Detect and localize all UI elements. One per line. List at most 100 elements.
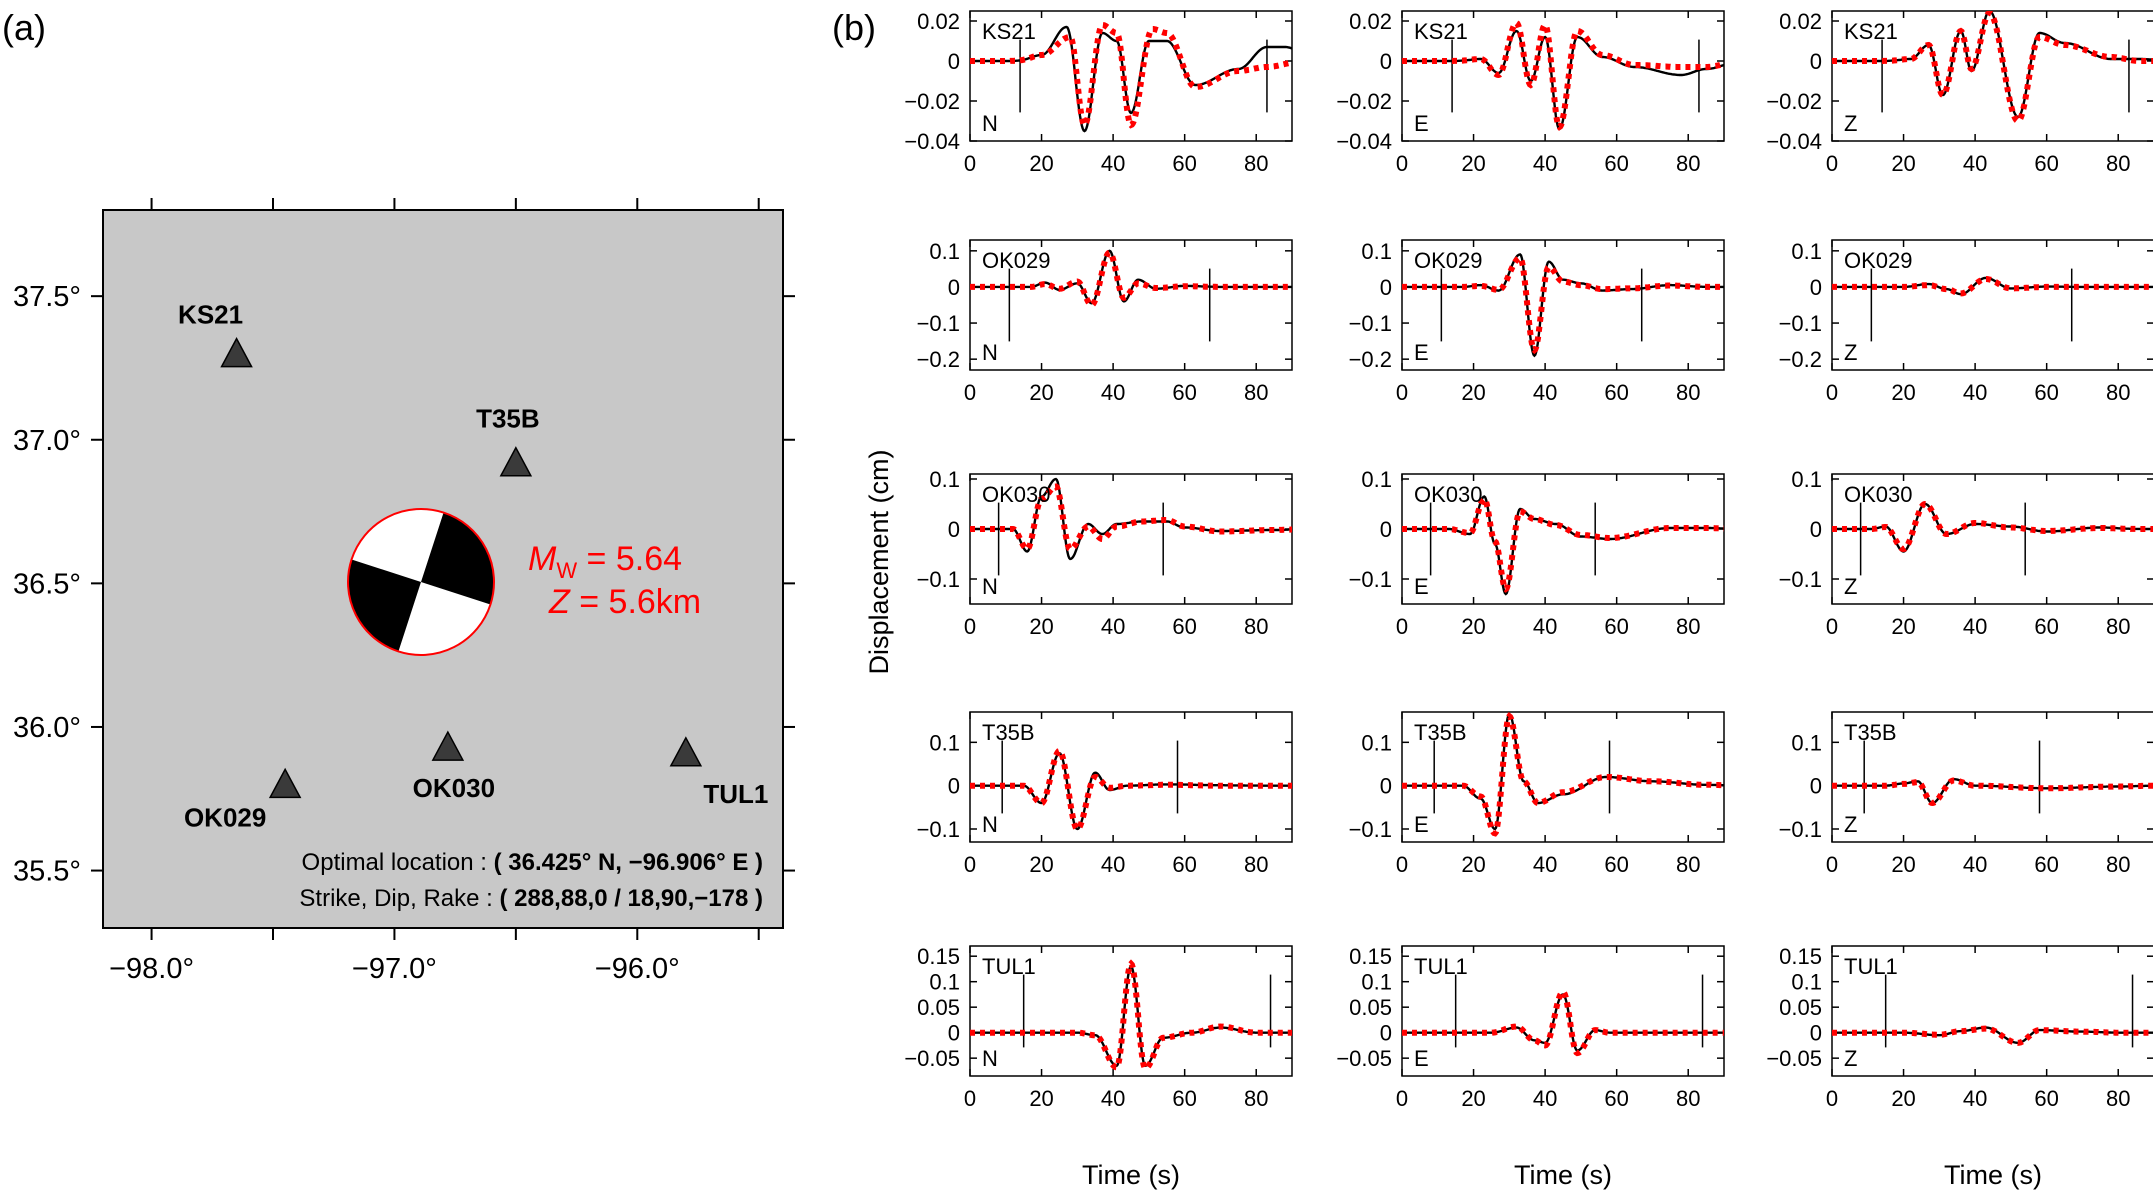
synthetic-trace xyxy=(1832,777,2153,807)
x-tick-label: 80 xyxy=(2106,380,2130,405)
y-tick-label: 0.1 xyxy=(1361,730,1392,755)
x-tick-label: 0 xyxy=(964,1086,976,1111)
y-tick-label: −0.1 xyxy=(917,817,960,842)
panel-frame xyxy=(1831,10,2153,142)
synthetic-trace xyxy=(1832,500,2153,553)
panel-label-a: (a) xyxy=(2,7,46,48)
panel-label-b: (b) xyxy=(832,7,876,48)
station-ks21: KS21 xyxy=(178,300,253,368)
synthetic-trace xyxy=(1402,712,1724,837)
x-tick-label: 0 xyxy=(964,151,976,176)
y-tick-label: −0.05 xyxy=(904,1046,960,1071)
x-tick-label: 60 xyxy=(1604,614,1628,639)
y-tick-label: 0.1 xyxy=(1791,970,1822,995)
x-tick-label: 20 xyxy=(1891,852,1915,877)
y-tick-label: 0.1 xyxy=(929,970,960,995)
synthetic-trace xyxy=(970,747,1292,833)
y-tick-label: 0 xyxy=(1380,275,1392,300)
map-stations: KS21 T35B OK029 OK030 TUL1 xyxy=(178,300,768,833)
x-tick-label: 40 xyxy=(1533,614,1557,639)
x-tick-label: 0 xyxy=(1826,1086,1838,1111)
station-panel-label: KS21 xyxy=(1844,19,1898,44)
y-tick-label: 0 xyxy=(1380,1021,1392,1046)
y-tick-label: 0 xyxy=(1810,517,1822,542)
station-triangle-icon xyxy=(669,736,703,767)
panel-frame xyxy=(969,473,1293,605)
x-axis-label: Time (s) xyxy=(1082,1160,1180,1190)
map-frame-ticks xyxy=(91,198,795,940)
component-label: N xyxy=(982,812,998,837)
panel-frame xyxy=(1831,473,2153,605)
station-panel-label: OK030 xyxy=(1414,482,1483,507)
y-tick-label: −0.2 xyxy=(1349,347,1392,372)
x-tick-label: 0 xyxy=(1826,151,1838,176)
x-tick-label: 40 xyxy=(1963,614,1987,639)
x-tick-label: 0 xyxy=(1396,380,1408,405)
y-tick-label: 0 xyxy=(948,774,960,799)
panel-frame xyxy=(1401,473,1725,605)
y-tick-label: −0.1 xyxy=(1349,567,1392,592)
y-tick-label: 0 xyxy=(948,49,960,74)
x-tick-label: 40 xyxy=(1963,852,1987,877)
x-tick-label: 40 xyxy=(1963,1086,1987,1111)
synthetic-trace xyxy=(1402,19,1724,131)
y-tick-label: −0.1 xyxy=(1349,817,1392,842)
station-panel-label: KS21 xyxy=(1414,19,1468,44)
x-tick-label: 60 xyxy=(1604,380,1628,405)
x-tick-label: 40 xyxy=(1533,852,1557,877)
component-label: N xyxy=(982,574,998,599)
y-tick-label: 0 xyxy=(1380,49,1392,74)
synthetic-trace xyxy=(970,249,1292,309)
component-label: Z xyxy=(1844,340,1857,365)
station-panel-label: TUL1 xyxy=(982,954,1036,979)
component-label: E xyxy=(1414,1046,1429,1071)
observed-trace xyxy=(970,477,1292,561)
station-label: TUL1 xyxy=(703,779,768,809)
y-tick-label: 0.15 xyxy=(1349,944,1392,969)
x-tick-label: 60 xyxy=(2034,852,2058,877)
component-label: N xyxy=(982,1046,998,1071)
x-tick-label: 60 xyxy=(1172,614,1196,639)
y-tick-label: −0.1 xyxy=(1779,567,1822,592)
waveform-panel-ok029-e: −0.2 −0.1 0 0.1 0 20 40 60 80 OK029 E xyxy=(1349,239,1725,405)
x-tick-label: 20 xyxy=(1029,151,1053,176)
x-tick-label: 80 xyxy=(2106,614,2130,639)
lon-tick-label: −96.0° xyxy=(595,953,680,985)
station-label: T35B xyxy=(476,404,540,434)
x-tick-label: 60 xyxy=(1172,151,1196,176)
x-tick-label: 0 xyxy=(1396,852,1408,877)
synthetic-trace xyxy=(1402,988,1724,1057)
strike-dip-rake-label: Strike, Dip, Rake : xyxy=(299,885,499,912)
y-tick-label: −0.1 xyxy=(1349,311,1392,336)
beachball-outline xyxy=(347,508,495,656)
x-tick-label: 40 xyxy=(1101,614,1125,639)
x-tick-label: 80 xyxy=(1244,380,1268,405)
station-panel-label: OK030 xyxy=(1844,482,1913,507)
y-axis-label: Displacement (cm) xyxy=(864,449,894,674)
component-label: N xyxy=(982,340,998,365)
x-tick-label: 60 xyxy=(2034,151,2058,176)
y-tick-label: 0.05 xyxy=(917,995,960,1020)
x-tick-label: 80 xyxy=(1676,614,1700,639)
x-tick-label: 40 xyxy=(1101,852,1125,877)
x-tick-label: 20 xyxy=(1891,1086,1915,1111)
station-label: KS21 xyxy=(178,300,243,330)
y-tick-label: 0 xyxy=(1810,1021,1822,1046)
x-tick-label: 80 xyxy=(2106,151,2130,176)
mw-value: = 5.64 xyxy=(577,540,682,578)
x-tick-label: 20 xyxy=(1461,852,1485,877)
y-tick-label: −0.05 xyxy=(1336,1046,1392,1071)
y-tick-label: −0.1 xyxy=(1779,817,1822,842)
x-tick-label: 0 xyxy=(964,380,976,405)
x-tick-label: 40 xyxy=(1101,151,1125,176)
x-tick-label: 20 xyxy=(1461,380,1485,405)
waveform-panel-ks21-z: −0.04 −0.02 0 0.02 0 20 40 60 80 KS21 Z xyxy=(1766,9,2153,176)
component-label: E xyxy=(1414,574,1429,599)
focal-mechanism-beachball xyxy=(347,508,495,656)
y-tick-label: 0.02 xyxy=(1779,9,1822,34)
synthetic-trace xyxy=(970,483,1292,553)
